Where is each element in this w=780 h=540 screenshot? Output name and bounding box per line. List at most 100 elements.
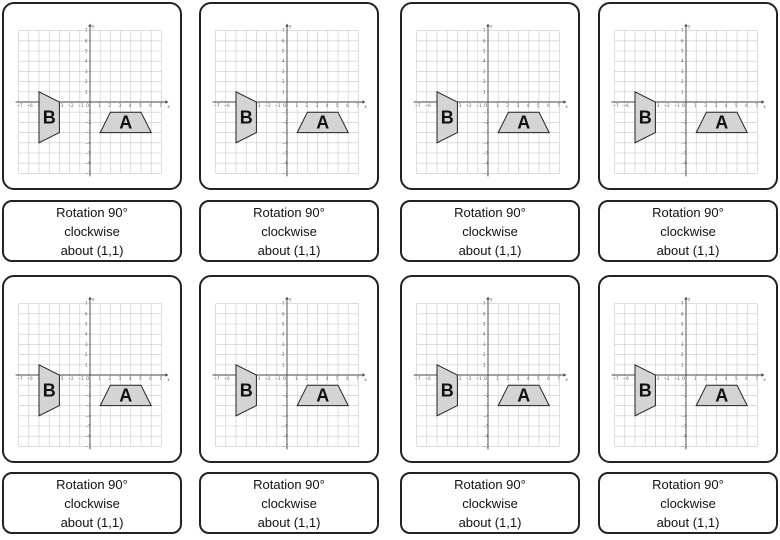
y-axis-arrow (88, 23, 92, 27)
y-tick-label: 3 (681, 342, 684, 347)
y-tick-label: 3 (282, 342, 285, 347)
y-tick-label: 1 (282, 89, 285, 94)
shape-b-label: B (240, 380, 253, 400)
shape-b (235, 363, 257, 417)
coordinate-grid: xyO−7−6−5−4−3−2−112345677654321−1−2−3−4−… (413, 23, 568, 177)
x-tick-label: −6 (623, 376, 629, 381)
coordinate-grid: xyO−7−6−5−4−3−2−112345677654321−1−2−3−4−… (212, 23, 367, 177)
y-tick-label: 3 (85, 69, 88, 74)
x-tick-label: 1 (98, 103, 101, 108)
y-tick-label: −2 (681, 120, 687, 125)
x-tick-label: 1 (295, 103, 298, 108)
y-tick-label: 1 (282, 362, 285, 367)
x-tick-label: 5 (336, 376, 339, 381)
y-tick-label: −3 (85, 403, 91, 408)
y-tick-label: 6 (282, 311, 285, 316)
origin-label: O (682, 376, 685, 381)
x-tick-label: 7 (356, 376, 359, 381)
x-tick-label: −6 (224, 376, 230, 381)
x-tick-label: 3 (715, 376, 718, 381)
y-tick-label: 4 (483, 59, 486, 64)
x-tick-label: 7 (755, 103, 758, 108)
y-tick-label: −6 (681, 161, 687, 166)
x-tick-label: 5 (537, 103, 540, 108)
x-tick-label: 6 (149, 103, 152, 108)
x-tick-label: −7 (214, 376, 220, 381)
x-tick-label: −2 (68, 376, 74, 381)
y-tick-label: 5 (681, 322, 684, 327)
x-tick-label: −7 (17, 376, 23, 381)
x-tick-label: 5 (537, 376, 540, 381)
label-card-3: Rotation 90° clockwise about (1,1) (400, 200, 580, 262)
x-tick-label: 1 (98, 376, 101, 381)
y-tick-label: −4 (85, 413, 91, 418)
y-tick-label: −7 (483, 444, 489, 449)
y-tick-label: −6 (282, 434, 288, 439)
y-tick-label: −3 (282, 130, 288, 135)
shape-b-label: B (240, 107, 253, 127)
x-tick-label: −2 (466, 103, 472, 108)
rotation-center: about (1,1) (458, 242, 522, 258)
shape-b-label: B (43, 107, 56, 127)
y-tick-label: −3 (681, 403, 687, 408)
shape-b (436, 363, 458, 417)
y-tick-label: 2 (681, 352, 684, 357)
y-tick-label: −7 (85, 171, 91, 176)
x-tick-label: 6 (346, 376, 349, 381)
y-axis-arrow (486, 23, 490, 27)
x-tick-label: 2 (704, 376, 707, 381)
shape-a (99, 111, 153, 134)
x-tick-label: −6 (623, 103, 629, 108)
rotation-title: Rotation 90° (253, 476, 325, 492)
x-tick-label: −2 (664, 376, 670, 381)
x-tick-label: 1 (694, 103, 697, 108)
x-axis-label: x (763, 104, 766, 109)
x-tick-label: −7 (17, 103, 23, 108)
x-tick-label: −1 (78, 376, 84, 381)
y-tick-label: 7 (282, 301, 285, 306)
x-tick-label: −7 (613, 103, 619, 108)
x-axis-label: x (565, 377, 568, 382)
rotation-direction: clockwise (462, 223, 518, 239)
x-tick-label: 2 (506, 376, 509, 381)
y-tick-label: 5 (282, 322, 285, 327)
x-tick-label: 6 (149, 376, 152, 381)
x-tick-label: 6 (547, 103, 550, 108)
x-tick-label: 1 (496, 103, 499, 108)
x-tick-label: −6 (27, 103, 33, 108)
y-tick-label: −6 (483, 434, 489, 439)
origin-label: O (484, 376, 487, 381)
x-tick-label: −7 (415, 103, 421, 108)
graph-card-5: xyO−7−6−5−4−3−2−112345677654321−1−2−3−4−… (2, 275, 182, 463)
y-tick-label: −1 (85, 110, 91, 115)
x-axis-arrow (563, 373, 567, 377)
graph-card-4: xyO−7−6−5−4−3−2−112345677654321−1−2−3−4−… (598, 2, 778, 190)
y-tick-label: −6 (282, 161, 288, 166)
y-tick-label: 5 (483, 322, 486, 327)
x-tick-label: 5 (735, 376, 738, 381)
y-tick-label: 6 (681, 38, 684, 43)
shape-b (436, 90, 458, 144)
y-tick-label: 4 (483, 332, 486, 337)
y-tick-label: −4 (282, 413, 288, 418)
y-tick-label: 6 (483, 38, 486, 43)
y-tick-label: −1 (85, 383, 91, 388)
shape-b (634, 90, 656, 144)
label-card-4: Rotation 90° clockwise about (1,1) (598, 200, 778, 262)
y-tick-label: −1 (282, 383, 288, 388)
graph-card-6: xyO−7−6−5−4−3−2−112345677654321−1−2−3−4−… (199, 275, 379, 463)
origin-label: O (484, 103, 487, 108)
shape-b-label: B (639, 107, 652, 127)
shape-a-label: A (517, 385, 530, 405)
y-tick-label: 6 (85, 311, 88, 316)
shape-b (235, 90, 257, 144)
y-tick-label: 4 (681, 59, 684, 64)
shape-a-label: A (316, 385, 329, 405)
y-tick-label: 1 (681, 362, 684, 367)
rotation-center: about (1,1) (257, 514, 321, 530)
y-tick-label: 4 (282, 59, 285, 64)
x-tick-label: 3 (316, 103, 319, 108)
y-axis-label: y (289, 297, 292, 302)
rotation-direction: clockwise (261, 495, 317, 511)
x-tick-label: 7 (557, 103, 560, 108)
